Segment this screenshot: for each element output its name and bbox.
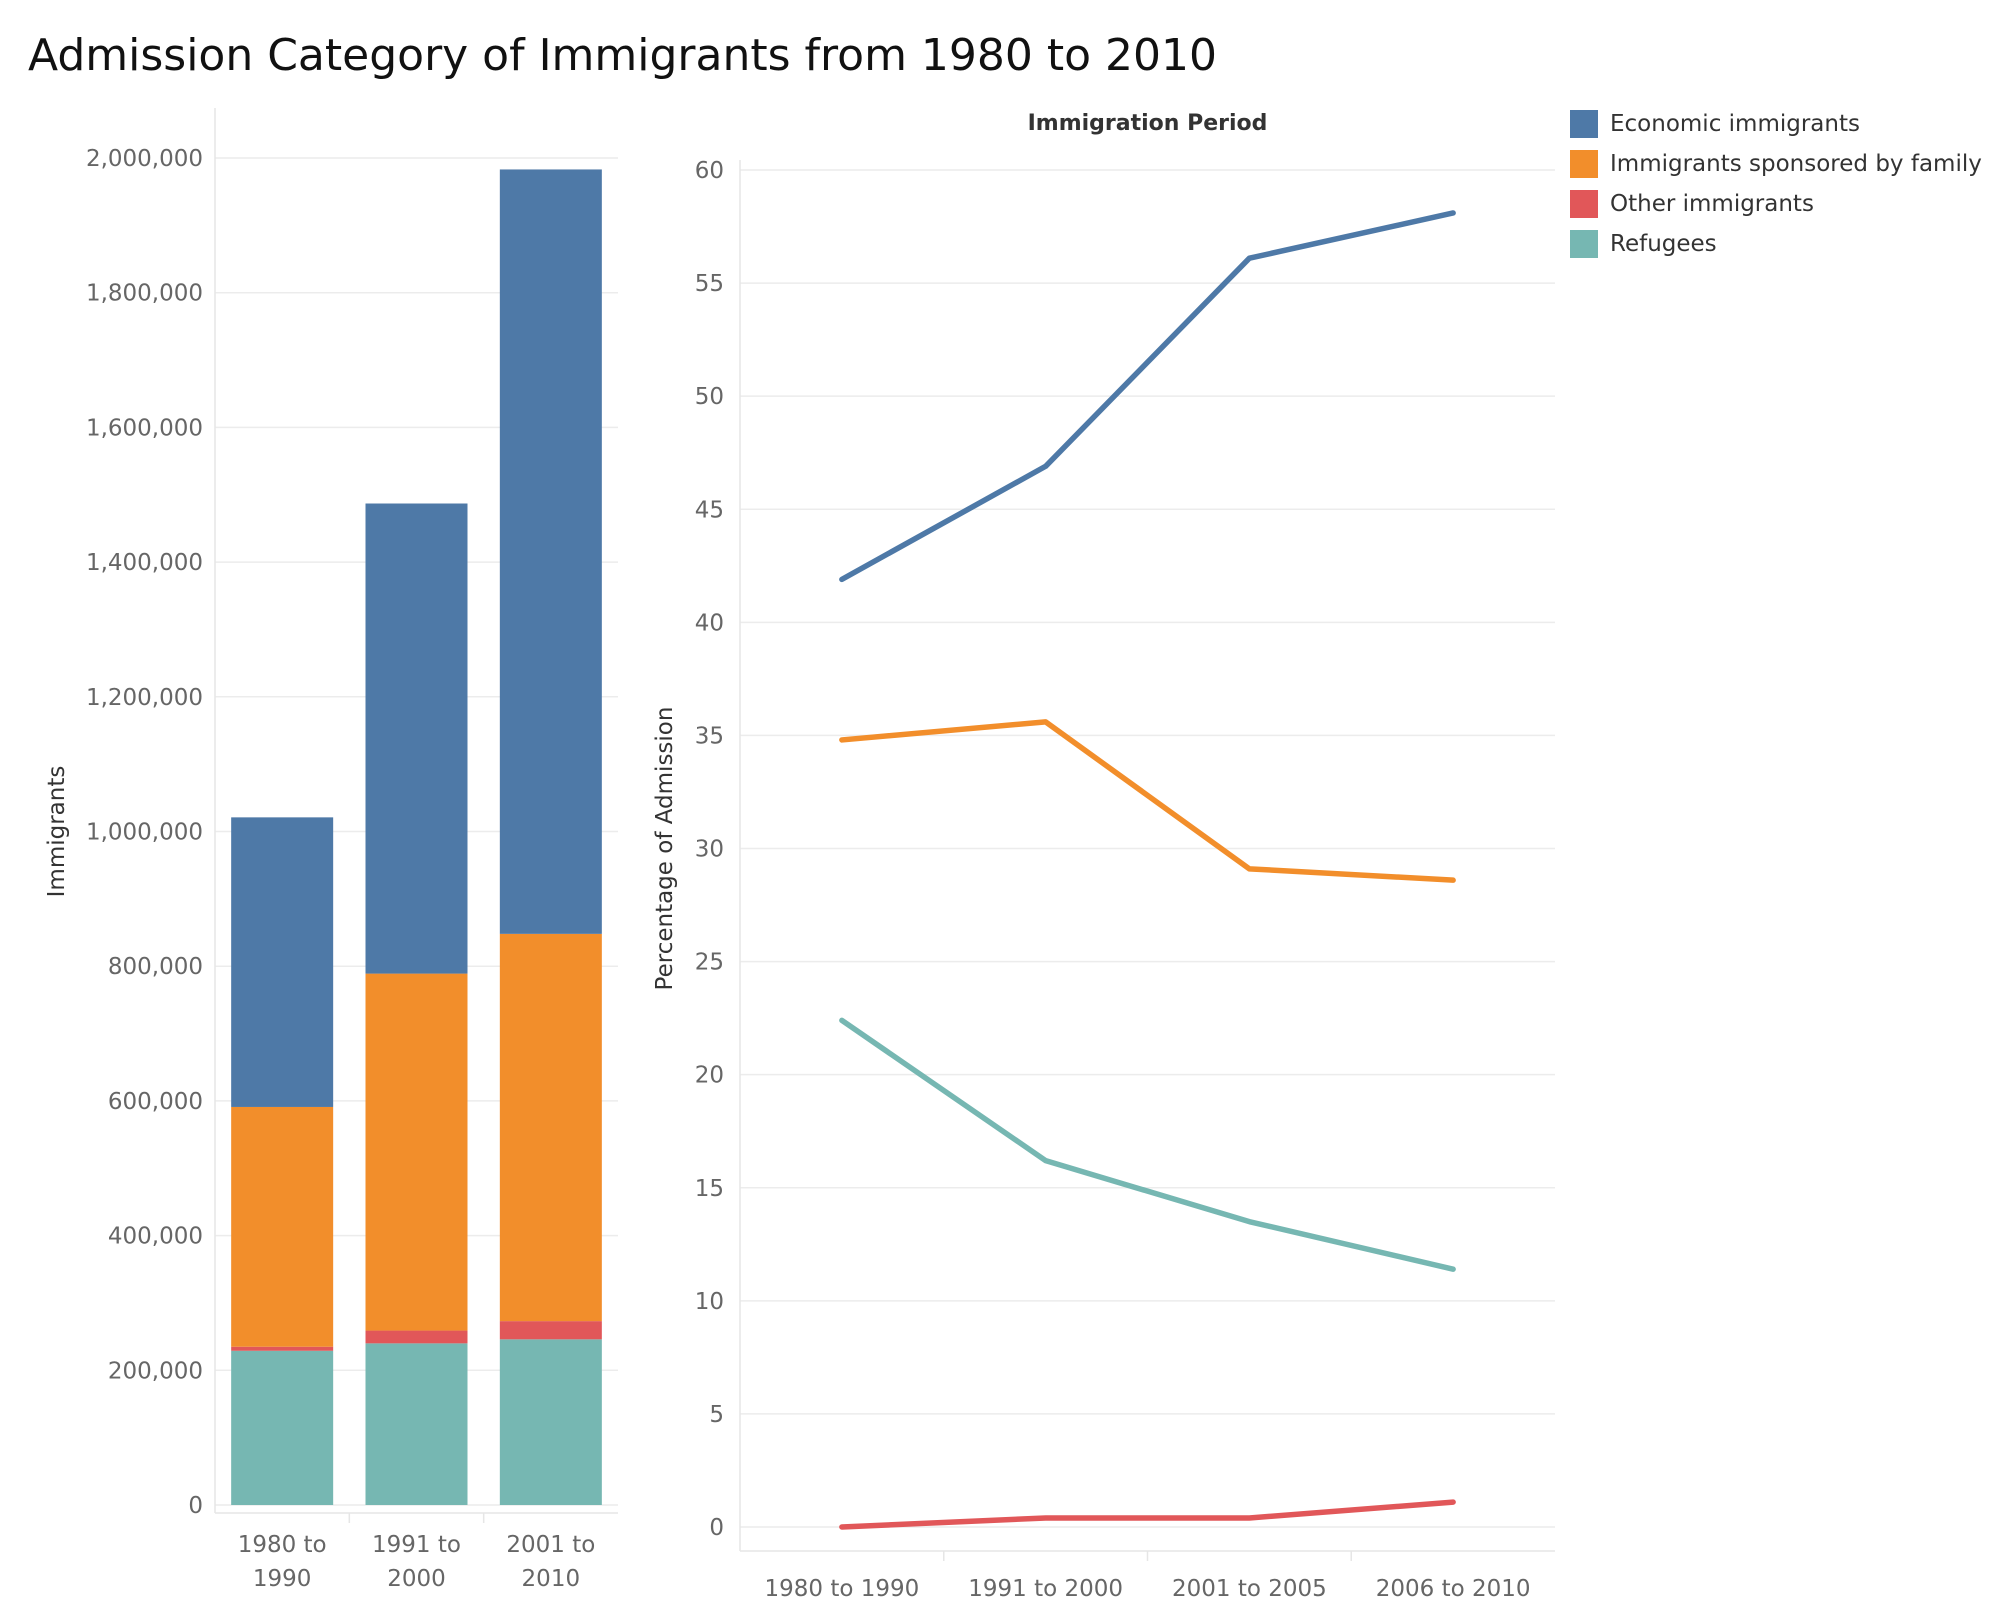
bar-immigrants-sponsored-by-family-1991-to-2000 [365, 973, 468, 1331]
line-y-tick-label: 45 [695, 497, 724, 523]
bar-y-axis-label: Immigrants [44, 766, 70, 898]
line-y-tick-label: 35 [695, 723, 724, 749]
line-y-tick-label: 50 [695, 384, 724, 410]
bar-other-immigrants-1991-to-2000 [365, 1330, 468, 1344]
line-y-tick-label: 30 [695, 837, 724, 863]
line-y-tick-label: 25 [695, 950, 724, 976]
bar-y-tick-label: 200,000 [108, 1358, 203, 1384]
line-y-tick-label: 20 [695, 1063, 724, 1089]
line-y-tick-label: 0 [709, 1515, 724, 1541]
legend-swatch-economic [1570, 110, 1598, 138]
bar-y-tick-label: 1,600,000 [86, 415, 203, 441]
bar-other-immigrants-1980-to-1990 [231, 1346, 334, 1351]
bar-y-tick-label: 1,200,000 [86, 685, 203, 711]
bar-x-tick-label: 2000 [387, 1566, 446, 1592]
bar-x-tick-label: 1991 to [372, 1532, 461, 1558]
legend-label-family: Immigrants sponsored by family [1610, 151, 1982, 177]
bar-y-tick-label: 1,800,000 [86, 281, 203, 307]
bar-y-tick-label: 600,000 [108, 1089, 203, 1115]
legend-item-economic[interactable]: Economic immigrants [1570, 104, 1982, 144]
legend-label-refugees: Refugees [1610, 231, 1717, 257]
line-y-tick-label: 5 [709, 1402, 724, 1428]
line-y-axis-label: Percentage of Admission [652, 707, 678, 991]
line-x-tick-label: 2001 to 2005 [1172, 1576, 1327, 1600]
line-y-tick-label: 55 [695, 271, 724, 297]
bar-x-tick-label: 2001 to [506, 1532, 595, 1558]
line-x-tick-label: 1980 to 1990 [764, 1576, 919, 1600]
bar-economic-immigrants-2001-to-2010 [499, 169, 602, 934]
bar-y-tick-label: 2,000,000 [86, 146, 203, 172]
bar-refugees-1980-to-1990 [231, 1350, 334, 1505]
line-series-immigrants-sponsored-by-family [839, 719, 1456, 883]
bar-other-immigrants-2001-to-2010 [499, 1321, 602, 1340]
bar-y-tick-label: 1,400,000 [86, 550, 203, 576]
bar-x-tick-label: 1980 to [238, 1532, 327, 1558]
legend-item-refugees[interactable]: Refugees [1570, 224, 1982, 264]
bar-immigrants-sponsored-by-family-1980-to-1990 [231, 1106, 334, 1347]
legend-swatch-other [1570, 190, 1598, 218]
bar-economic-immigrants-1991-to-2000 [365, 503, 468, 974]
legend-swatch-refugees [1570, 230, 1598, 258]
bar-refugees-2001-to-2010 [499, 1339, 602, 1505]
bar-y-tick-label: 800,000 [108, 954, 203, 980]
line-series-other-immigrants [839, 1499, 1456, 1530]
legend-label-other: Other immigrants [1610, 191, 1814, 217]
legend-label-economic: Economic immigrants [1610, 111, 1860, 137]
bar-y-tick-label: 400,000 [108, 1224, 203, 1250]
bar-y-tick-label: 0 [188, 1493, 203, 1519]
line-chart-title: Immigration Period [1028, 111, 1268, 136]
line-series-refugees [839, 1017, 1456, 1272]
line-x-tick-label: 1991 to 2000 [968, 1576, 1123, 1600]
legend: Economic immigrants Immigrants sponsored… [1570, 104, 1982, 264]
bar-refugees-1991-to-2000 [365, 1343, 468, 1505]
line-series-economic-immigrants [839, 210, 1456, 583]
legend-swatch-family [1570, 150, 1598, 178]
line-x-tick-label: 2006 to 2010 [1376, 1576, 1531, 1600]
legend-item-family[interactable]: Immigrants sponsored by family [1570, 144, 1982, 184]
bar-economic-immigrants-1980-to-1990 [231, 817, 334, 1107]
chart-title: Admission Category of Immigrants from 19… [28, 30, 1218, 81]
line-chart: Immigration Period 0 5 10 15 20 25 30 35 40 45 50 55… [652, 111, 1555, 1600]
line-y-tick-label: 40 [695, 610, 724, 636]
line-y-tick-label: 10 [695, 1289, 724, 1315]
line-y-tick-label: 60 [695, 158, 724, 184]
legend-item-other[interactable]: Other immigrants [1570, 184, 1982, 224]
bar-immigrants-sponsored-by-family-2001-to-2010 [499, 933, 602, 1322]
bar-x-tick-label: 1990 [253, 1566, 312, 1592]
line-y-tick-label: 15 [695, 1176, 724, 1202]
stacked-bar-chart: 0 200,000 400,000 600,000 800,000 1,000,000 1,… [44, 108, 618, 1592]
bar-y-tick-label: 1,000,000 [86, 820, 203, 846]
bar-x-tick-label: 2010 [522, 1566, 581, 1592]
